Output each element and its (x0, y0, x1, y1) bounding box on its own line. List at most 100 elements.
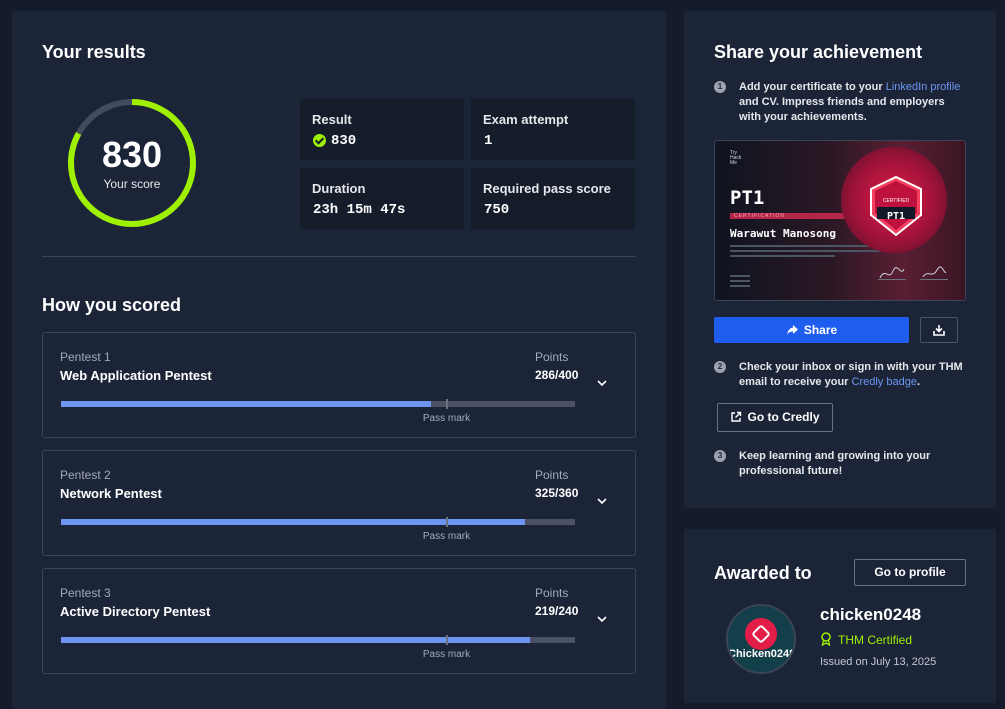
points-value: 219/240 (535, 604, 579, 618)
credly-badge-link[interactable]: Credly badge (851, 376, 917, 388)
step-number: 2 (714, 361, 726, 373)
points-label: Points (535, 468, 569, 482)
pentest-name: Network Pentest (60, 486, 162, 501)
duration-stat: Duration 23h 15m 47s (300, 168, 464, 229)
result-label: Result (312, 112, 352, 127)
score-ring: 830 Your score (66, 97, 198, 229)
pass-mark-tick (445, 517, 448, 527)
step-text: Check your inbox or sign in with your TH… (739, 361, 963, 388)
attempt-label: Exam attempt (483, 112, 569, 127)
score-arc (68, 99, 196, 227)
badge-certified-text: CERTIFIED (882, 198, 910, 204)
certificate-preview[interactable]: Try Hack Me PT1 CERTIFICATION Warawut Mano… (714, 140, 966, 301)
share-panel: Share your achievement 1 Add your certif… (684, 11, 996, 508)
score-value: 830 (101, 134, 163, 175)
score-bar-fill (61, 519, 526, 525)
avatar-name: Chicken0248 (728, 648, 796, 660)
issued-date: Issued on July 13, 2025 (820, 656, 937, 668)
certificate-body-text (730, 245, 880, 260)
pass-score-stat: Required pass score 750 (471, 168, 635, 229)
score-bar (61, 517, 575, 527)
external-link-icon (731, 411, 742, 422)
badge-code-text: PT1 (886, 211, 906, 222)
pentest-card[interactable]: Pentest 3 Active Directory Pentest Point… (42, 568, 636, 674)
step-number: 1 (714, 81, 726, 93)
certificate-holder: Warawut Manosong (730, 227, 836, 240)
go-to-credly-button[interactable]: Go to Credly (717, 403, 833, 432)
thm-certified: THM Certified (820, 632, 912, 647)
attempt-value: 1 (484, 133, 493, 149)
pentest-name: Web Application Pentest (60, 368, 212, 383)
pass-score-label: Required pass score (483, 181, 611, 196)
chevron-down-icon[interactable] (596, 377, 608, 389)
divider (42, 256, 636, 257)
check-circle-icon (313, 134, 326, 147)
awarded-title: Awarded to (714, 563, 812, 583)
go-to-profile-button[interactable]: Go to profile (854, 559, 966, 586)
pentest-name: Active Directory Pentest (60, 604, 211, 619)
step-number: 3 (714, 450, 726, 462)
download-icon (933, 325, 945, 336)
points-value: 286/400 (535, 368, 579, 382)
score-bar-fill (61, 401, 432, 407)
score-caption: Your score (103, 177, 161, 191)
linkedin-profile-link[interactable]: LinkedIn profile (885, 81, 961, 93)
attempt-stat: Exam attempt 1 (471, 99, 635, 160)
pass-mark-label: Pass mark (422, 649, 471, 660)
score-ring-graphic (68, 99, 196, 227)
points-label: Points (535, 350, 569, 364)
pentest-number: Pentest 3 (60, 586, 111, 600)
pentest-number: Pentest 2 (60, 468, 111, 482)
signature-line (878, 279, 906, 280)
duration-label: Duration (312, 181, 366, 196)
pt1-badge-icon (870, 175, 922, 237)
chevron-down-icon[interactable] (596, 613, 608, 625)
results-panel: Your results 830 Your score Result 830 E… (12, 11, 666, 709)
share-label: Share (803, 323, 838, 337)
certificate-footer (730, 275, 750, 290)
points-label: Points (535, 586, 569, 600)
signature-icon (879, 267, 905, 279)
tryhackme-logo: Try Hack Me (730, 150, 742, 166)
pentest-number: Pentest 1 (60, 350, 111, 364)
awarded-panel: Awarded to Go to profile Chicken0248 chi… (684, 529, 996, 703)
thm-certified-label: THM Certified (838, 633, 913, 647)
results-title: Your results (42, 42, 146, 62)
step-text: Keep learning and growing into your prof… (739, 450, 931, 477)
step-text: Add your certificate to your (739, 81, 886, 93)
credly-label: Go to Credly (747, 410, 820, 424)
pass-mark-label: Pass mark (422, 531, 471, 542)
result-stat: Result 830 (300, 99, 464, 160)
download-button[interactable] (920, 317, 958, 343)
pass-score-value: 750 (484, 202, 510, 218)
avatar-emblem-icon (745, 618, 777, 650)
signature-icon (922, 266, 947, 278)
share-step-1: 1 Add your certificate to your LinkedIn … (714, 80, 964, 125)
share-step-3: 3 Keep learning and growing into your pr… (714, 449, 964, 479)
how-scored-title: How you scored (42, 295, 182, 315)
share-step-2: 2 Check your inbox or sign in with your … (714, 360, 964, 390)
share-arrow-icon (786, 325, 798, 335)
avatar[interactable]: Chicken0248 (726, 604, 796, 674)
duration-value: 23h 15m 47s (313, 202, 406, 218)
pentest-card[interactable]: Pentest 1 Web Application Pentest Points… (42, 332, 636, 438)
chevron-down-icon[interactable] (596, 495, 608, 507)
result-value: 830 (331, 133, 357, 149)
score-bar (61, 635, 575, 645)
pass-mark-tick (445, 399, 448, 409)
username[interactable]: chicken0248 (820, 605, 922, 624)
pass-mark-label: Pass mark (422, 413, 471, 424)
score-bar-fill (61, 637, 531, 643)
share-button[interactable]: Share (714, 317, 909, 343)
score-bar (61, 399, 575, 409)
points-value: 325/360 (535, 486, 579, 500)
certificate-strip-text: CERTIFICATION (734, 213, 785, 219)
step-text: and CV. Impress friends and employers wi… (739, 96, 945, 123)
award-icon (821, 632, 831, 647)
pentest-card[interactable]: Pentest 2 Network Pentest Points 325/360… (42, 450, 636, 556)
certificate-title: PT1 (730, 187, 765, 209)
share-title: Share your achievement (714, 42, 923, 62)
pass-mark-tick (445, 635, 448, 645)
step-text: . (916, 376, 920, 388)
signature-line (920, 279, 948, 280)
